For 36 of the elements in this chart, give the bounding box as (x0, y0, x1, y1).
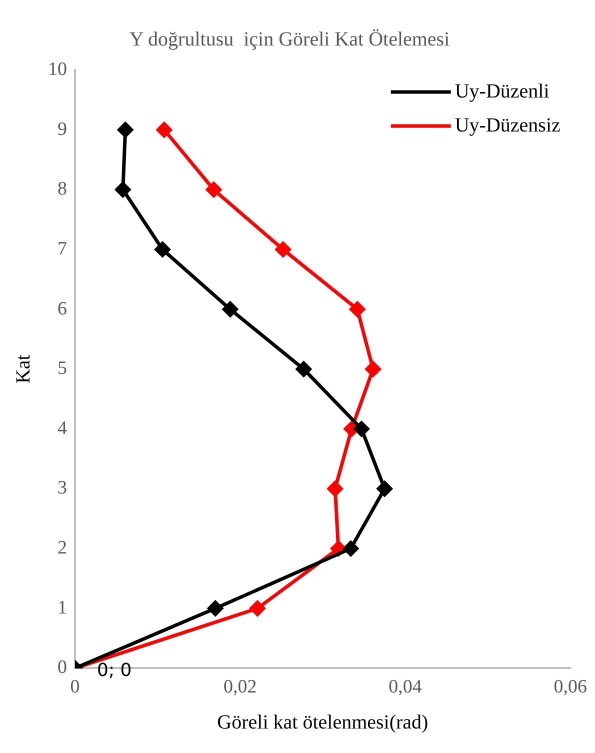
point (208, 600, 224, 616)
point (343, 540, 359, 556)
point (222, 302, 238, 318)
x-tick-label: 0,04 (388, 676, 422, 698)
y-tick-label: 4 (58, 418, 68, 439)
annotation: 0; 0 (97, 660, 132, 681)
y-tick-label: 7 (58, 238, 67, 260)
chart-title: Y doğrultusu için Göreli Kat Ötelemesi (129, 28, 450, 50)
x-tick-label: 0,06 (554, 676, 587, 698)
point (354, 421, 370, 437)
y-tick-label: 2 (58, 538, 67, 559)
y-tick-label: 0 (58, 657, 67, 678)
y-tick-label: 10 (48, 58, 67, 80)
x-tick-label: 0,02 (224, 676, 257, 698)
point (250, 600, 266, 616)
y-tick-label: 3 (58, 478, 67, 499)
y-tick-label: 5 (58, 358, 67, 380)
point (115, 182, 131, 198)
point (206, 182, 222, 198)
y-tick-label: 9 (58, 118, 67, 140)
point (156, 122, 172, 138)
x-axis-title: Göreli kat ötelenmesi(rad) (217, 711, 428, 734)
point (296, 361, 312, 377)
point (327, 480, 343, 496)
y-axis-title: Kat (12, 354, 34, 384)
legend-label: Uy-Düzenli (454, 80, 550, 102)
y-tick-label: 1 (58, 597, 67, 618)
point (154, 242, 170, 258)
point (275, 242, 291, 258)
point (376, 480, 392, 496)
legend-label: Uy-Düzensiz (454, 114, 560, 136)
point (365, 361, 381, 377)
point (118, 122, 134, 138)
y-tick-label: 8 (58, 178, 67, 200)
point (350, 302, 366, 318)
y-tick-label: 6 (58, 298, 67, 320)
